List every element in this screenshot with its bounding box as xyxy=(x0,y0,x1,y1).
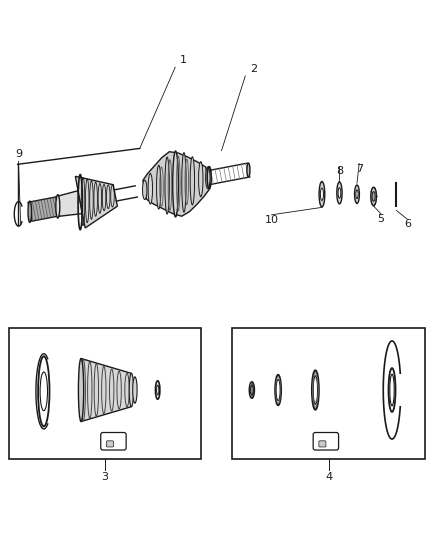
Ellipse shape xyxy=(56,195,60,218)
Ellipse shape xyxy=(40,372,47,411)
Ellipse shape xyxy=(249,382,254,398)
Ellipse shape xyxy=(251,386,253,394)
Text: 3: 3 xyxy=(102,472,109,482)
Ellipse shape xyxy=(198,161,203,197)
Ellipse shape xyxy=(313,376,318,404)
Ellipse shape xyxy=(338,188,341,198)
Ellipse shape xyxy=(155,381,160,399)
Ellipse shape xyxy=(389,368,396,412)
Text: 2: 2 xyxy=(250,64,257,74)
Text: 7: 7 xyxy=(356,164,363,174)
Ellipse shape xyxy=(38,356,49,426)
Ellipse shape xyxy=(320,188,323,200)
Ellipse shape xyxy=(28,201,32,222)
Polygon shape xyxy=(75,176,117,228)
FancyBboxPatch shape xyxy=(106,441,113,447)
Ellipse shape xyxy=(165,157,170,214)
FancyBboxPatch shape xyxy=(101,432,126,450)
Ellipse shape xyxy=(205,167,210,189)
Ellipse shape xyxy=(319,182,325,207)
Text: 5: 5 xyxy=(378,214,385,224)
Bar xyxy=(232,328,425,459)
Text: 9: 9 xyxy=(15,149,22,159)
Ellipse shape xyxy=(190,157,194,205)
Ellipse shape xyxy=(173,151,178,217)
Ellipse shape xyxy=(275,375,281,405)
Ellipse shape xyxy=(312,370,319,410)
Ellipse shape xyxy=(276,379,280,400)
Text: 8: 8 xyxy=(336,166,343,176)
Text: 4: 4 xyxy=(325,472,332,482)
Ellipse shape xyxy=(157,385,159,395)
Ellipse shape xyxy=(78,359,84,422)
Bar xyxy=(9,328,201,459)
FancyBboxPatch shape xyxy=(319,441,326,447)
Polygon shape xyxy=(81,359,131,422)
Text: 1: 1 xyxy=(180,55,187,65)
Text: 10: 10 xyxy=(265,215,279,225)
Ellipse shape xyxy=(148,173,152,204)
Ellipse shape xyxy=(182,152,186,212)
FancyBboxPatch shape xyxy=(313,432,339,450)
Ellipse shape xyxy=(129,374,134,407)
Polygon shape xyxy=(28,197,61,221)
Text: 6: 6 xyxy=(404,219,411,229)
Ellipse shape xyxy=(133,377,137,403)
Ellipse shape xyxy=(142,180,147,199)
Ellipse shape xyxy=(390,374,394,406)
Ellipse shape xyxy=(372,191,375,201)
Ellipse shape xyxy=(247,163,250,177)
Ellipse shape xyxy=(371,187,376,206)
Ellipse shape xyxy=(356,190,358,199)
Polygon shape xyxy=(56,191,82,216)
Ellipse shape xyxy=(354,185,359,204)
Polygon shape xyxy=(143,152,210,216)
Ellipse shape xyxy=(337,182,342,204)
Ellipse shape xyxy=(173,151,178,217)
Ellipse shape xyxy=(156,165,161,209)
